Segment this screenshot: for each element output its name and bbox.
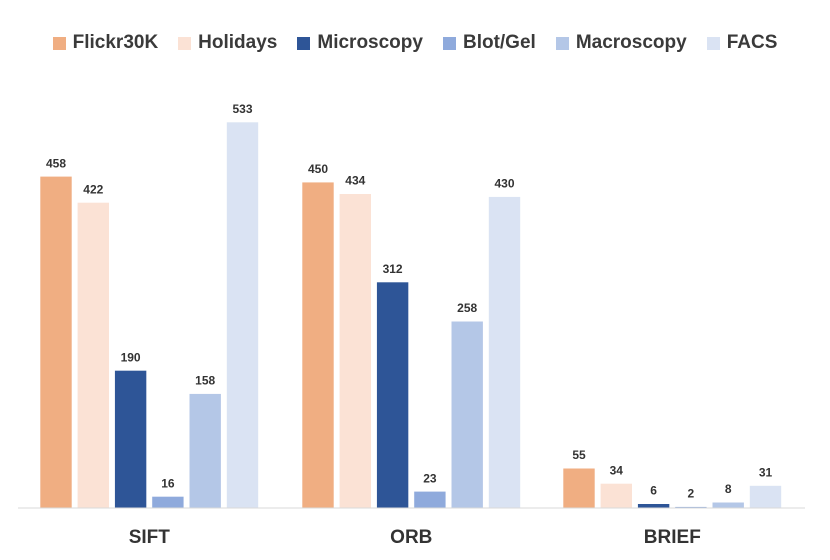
legend-item: Holidays (178, 32, 277, 54)
data-label: 458 (46, 156, 66, 170)
bars-group (39, 121, 782, 509)
legend-item: FACS (706, 32, 778, 54)
data-label: 16 (161, 476, 175, 490)
legend-item: Flickr30K (52, 32, 159, 54)
data-label: 190 (121, 350, 141, 364)
bar (301, 181, 335, 509)
legend-item: Microscopy (297, 32, 423, 54)
data-label: 430 (494, 177, 514, 191)
category-label: SIFT (129, 527, 171, 548)
legend-label: Microscopy (317, 32, 423, 53)
legend-label: Blot/Gel (462, 32, 536, 53)
bar (188, 393, 222, 509)
data-label: 55 (572, 448, 586, 462)
data-label: 434 (345, 174, 365, 188)
bar (77, 202, 110, 509)
data-label: 6 (650, 484, 657, 498)
legend-swatch (178, 36, 192, 50)
data-label: 31 (759, 466, 773, 480)
data-label: 258 (457, 301, 477, 315)
bar (376, 281, 409, 509)
legend-item: Blot/Gel (442, 32, 536, 54)
bar (488, 196, 521, 509)
legend-swatch (555, 36, 569, 50)
bar (450, 320, 484, 509)
legend-item: Macroscopy (555, 32, 687, 54)
bar (562, 467, 596, 509)
bar (637, 503, 670, 509)
bar (711, 501, 745, 509)
data-labels-group: 458 422 190 16 158 533 450 434 312 23 258 430 55 34 6 2… (46, 102, 773, 501)
data-label: 422 (83, 182, 103, 196)
bar (338, 193, 372, 509)
legend: Flickr30K Holidays Microscopy Blot/Gel Macro… (0, 28, 830, 58)
legend-swatch (706, 36, 720, 50)
bar (151, 496, 185, 509)
bar (114, 370, 147, 509)
category-label: BRIEF (644, 527, 701, 548)
legend-label: FACS (726, 32, 778, 53)
legend-swatch (442, 36, 456, 50)
category-label: ORB (390, 527, 432, 548)
legend-label: Macroscopy (575, 32, 687, 53)
data-label: 450 (308, 162, 328, 176)
legend-swatch (297, 36, 311, 50)
bar (226, 121, 259, 509)
data-label: 8 (725, 482, 732, 496)
data-label: 2 (688, 487, 695, 501)
bar (599, 483, 633, 509)
data-label: 34 (610, 463, 624, 477)
legend-label: Holidays (198, 32, 278, 53)
bar (39, 176, 73, 509)
bar (749, 485, 782, 509)
legend-label: Flickr30K (72, 32, 159, 53)
bar (413, 490, 447, 509)
data-label: 533 (232, 102, 252, 116)
data-label: 158 (195, 374, 215, 388)
data-label: 312 (383, 262, 403, 276)
data-label: 23 (423, 471, 437, 485)
category-labels-group: SIFT ORB BRIEF (129, 527, 701, 548)
legend-swatch (52, 36, 66, 50)
